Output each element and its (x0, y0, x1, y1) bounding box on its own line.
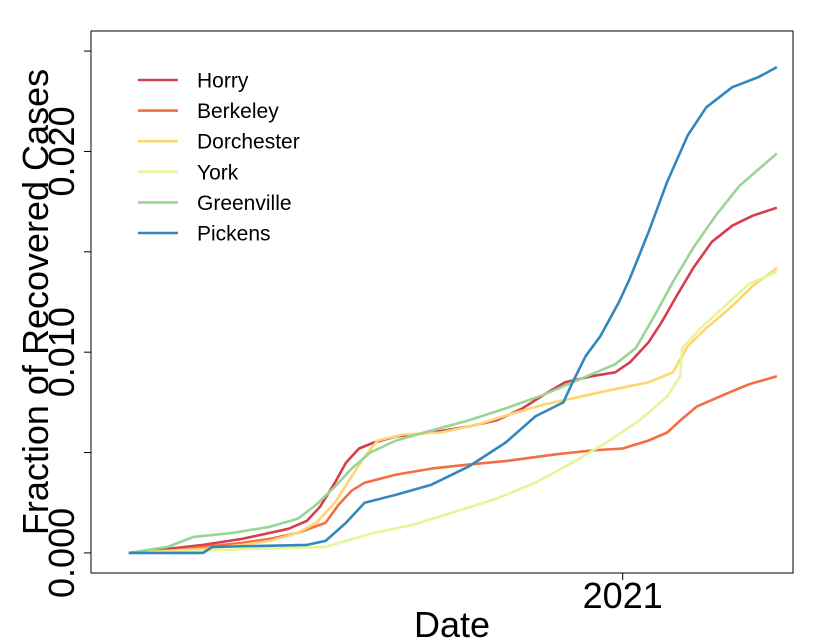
x-axis-title: Date (414, 604, 490, 642)
legend-label: Greenville (197, 192, 292, 215)
series-line-york (128, 270, 778, 555)
y-tick-label: 0.020 (41, 106, 82, 196)
y-axis: 0.000 0.010 0.020 (41, 50, 91, 598)
legend-label: York (197, 161, 239, 184)
legend-label: Pickens (197, 223, 271, 246)
legend-label: Berkeley (197, 100, 279, 123)
series-line-pickens (128, 65, 778, 555)
series-line-berkeley (128, 375, 778, 555)
plot-frame (90, 30, 794, 574)
series-line-greenville (128, 152, 778, 555)
series-line-horry (128, 206, 778, 555)
legend-label: Dorchester (197, 131, 300, 154)
y-tick-label: 0.010 (41, 307, 82, 397)
legend: Horry Berkeley Dorchester York Greenville Pic… (138, 70, 300, 246)
legend-label: Horry (197, 70, 249, 93)
x-tick-label: 2021 (583, 575, 663, 616)
y-axis-title: Fraction of Recovered Cases (15, 69, 56, 535)
x-axis: 2021 (583, 573, 663, 616)
series-line-dorchester (128, 266, 778, 555)
y-tick-label: 0.000 (41, 508, 82, 598)
series-lines (128, 65, 778, 555)
